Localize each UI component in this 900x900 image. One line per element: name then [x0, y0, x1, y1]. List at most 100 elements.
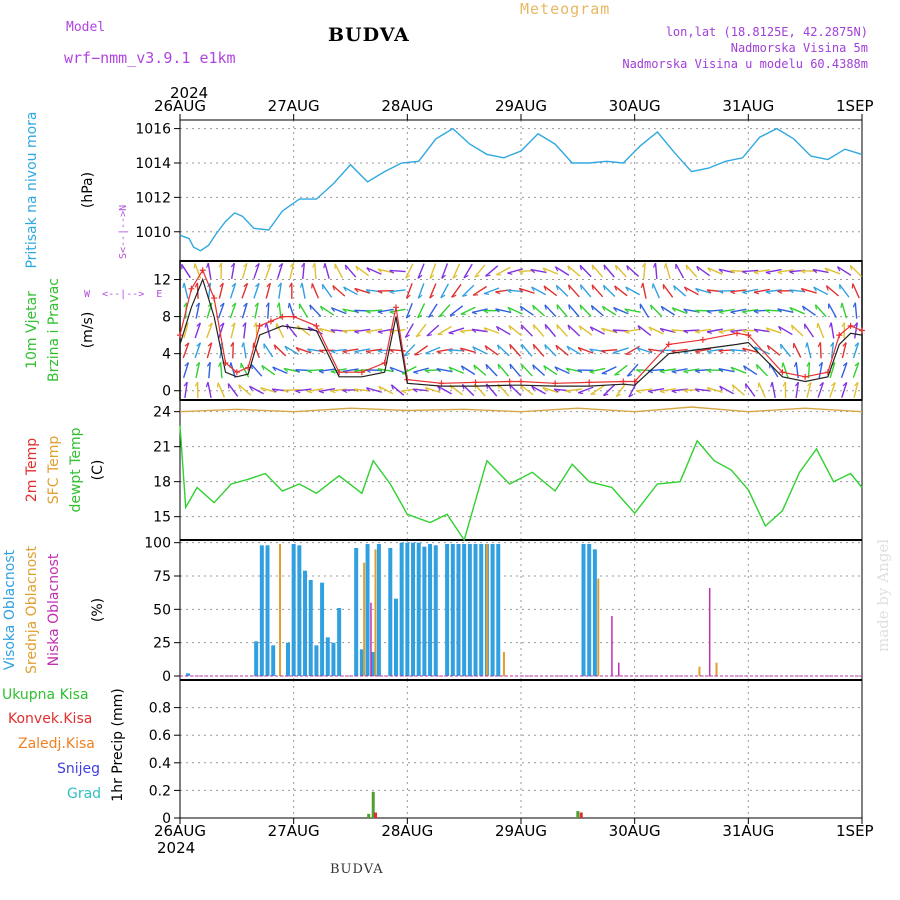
wind-barb-head	[195, 302, 200, 308]
wind-barb	[853, 382, 859, 398]
wind-barb	[520, 324, 533, 337]
precip-bar-total	[371, 791, 375, 818]
wind-barb-head	[307, 390, 313, 394]
wind-barb	[254, 302, 259, 319]
cloud-bar-high	[265, 545, 270, 676]
wind-barb-head	[243, 282, 248, 288]
wind-barb	[344, 264, 357, 278]
wind-barb-head	[577, 347, 582, 352]
wind-barb	[460, 306, 476, 315]
y-tick-label: 21	[153, 440, 171, 456]
wind-barb-head	[671, 307, 676, 313]
wind-barb-head	[659, 390, 665, 394]
wind-barb-head	[301, 262, 305, 268]
wind-barb	[659, 368, 676, 373]
wind-barb	[437, 325, 452, 336]
wind-barb-head	[707, 267, 712, 273]
cloud-bar-high	[303, 570, 308, 676]
wind-barb	[473, 364, 487, 376]
wind-barb-head	[377, 311, 383, 315]
wind-barb-head	[265, 302, 270, 308]
wind-barb	[802, 305, 816, 316]
wind-barb	[579, 264, 592, 278]
wind-barb	[662, 283, 674, 298]
wind-barb-head	[312, 262, 316, 268]
wind-barb-head	[441, 274, 446, 279]
cloud-bar-high	[371, 652, 376, 676]
wind-barb-head	[261, 365, 265, 371]
gust-marker	[745, 332, 752, 339]
y-tick-label: 8	[162, 310, 171, 326]
cloud-bar-low	[618, 662, 620, 676]
wind-barb-head	[842, 362, 848, 367]
cloud-bar-high	[428, 544, 433, 676]
wind-barb	[241, 263, 248, 279]
panel-frame	[179, 399, 863, 541]
wind-barb-head	[460, 365, 465, 371]
wind-barb	[207, 262, 212, 280]
wind-barb	[389, 308, 406, 313]
wind-barb-head	[283, 389, 289, 394]
cloud-bar-high	[314, 645, 319, 676]
wind-barb-head	[614, 373, 620, 376]
gust-marker	[199, 267, 206, 274]
wind-barb-head	[730, 291, 736, 295]
wind-barb-head	[671, 370, 677, 374]
wind-barb	[637, 325, 652, 336]
wind-barb	[743, 365, 758, 376]
wind-barb-head	[753, 291, 760, 295]
wind-barb-head	[440, 294, 446, 299]
wind-barb-head	[218, 361, 222, 368]
wind-barb-head	[683, 370, 689, 374]
wind-barb	[217, 382, 226, 398]
sfc-temp-line	[179, 406, 863, 413]
wind-barb-head	[613, 352, 619, 355]
wind-barb	[771, 382, 776, 398]
wind-barb	[744, 383, 756, 397]
wind-barb	[474, 264, 486, 278]
wind-barb	[184, 381, 188, 399]
wind-barb-head	[508, 325, 512, 331]
wind-barb-head	[589, 348, 594, 353]
gust-marker	[733, 330, 740, 337]
wind-barb	[612, 329, 629, 332]
wind-barb	[405, 263, 414, 279]
wind-barb-head	[532, 344, 536, 350]
gust-marker	[358, 369, 365, 376]
wind-barb	[436, 367, 453, 373]
wind-barb-head	[741, 329, 747, 334]
wind-barb	[219, 362, 223, 379]
cloud-bar-high	[185, 673, 190, 676]
wind-barb	[319, 387, 336, 393]
wind-barb-head	[601, 327, 606, 333]
wind-barb-head	[671, 329, 677, 334]
wind-barb	[519, 305, 534, 316]
wind-barb	[440, 283, 449, 299]
wind-barb	[841, 382, 848, 398]
wind-barb	[414, 345, 429, 356]
wind-barb-head	[814, 304, 818, 310]
wind-barb	[289, 263, 295, 279]
panel-ylabel: (hPa)	[80, 172, 96, 208]
wind-barb-head	[182, 282, 185, 289]
wind-barb-head	[626, 265, 629, 271]
wind-barb	[401, 365, 417, 375]
wind-barb	[753, 288, 770, 293]
wind-barb	[331, 307, 347, 315]
wind-barb-head	[568, 304, 571, 310]
wind-barb-head	[497, 363, 500, 370]
wind-barb-head	[426, 334, 432, 337]
wind-barb	[330, 348, 347, 352]
wind-barb	[683, 329, 700, 332]
wind-barb	[507, 306, 523, 315]
wind-barb-head	[284, 345, 288, 351]
date-tick-label: 1SEP	[836, 97, 874, 115]
wind-barb	[307, 368, 324, 372]
cloud-bar-high	[479, 544, 484, 676]
wind-barb-head	[565, 367, 571, 373]
wind-barb	[591, 264, 604, 278]
cloud-bar-high	[445, 544, 450, 676]
wind-barb	[789, 306, 805, 315]
gust-marker	[438, 380, 445, 387]
wind-barb	[238, 384, 252, 396]
